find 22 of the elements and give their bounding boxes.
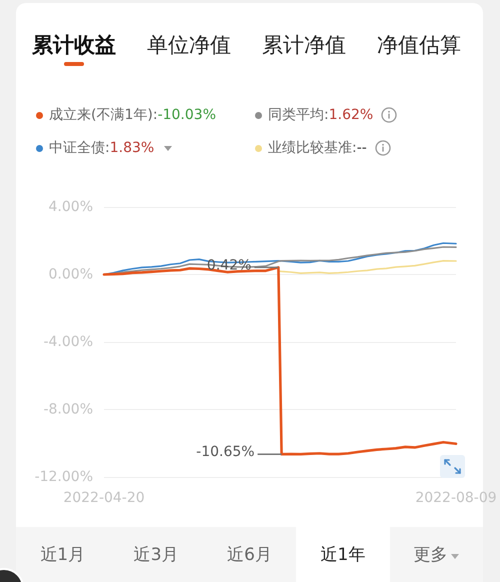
- legend-label: 同类平均:1.62%: [268, 106, 374, 124]
- legend-label: 中证全债:1.83%: [49, 139, 154, 157]
- legend-label: 成立来(不满1年):-10.03%: [49, 106, 216, 124]
- legend-label: 业绩比较基准:--: [268, 139, 367, 157]
- text: 更多: [413, 544, 448, 566]
- y-tick-label: -4.00%: [43, 334, 93, 350]
- annotation: -10.65%: [196, 444, 255, 460]
- x-tick-label: 2022-08-09: [415, 490, 497, 506]
- chart-title: 累计收益: [32, 32, 116, 59]
- x-tick-label: 2022-04-20: [63, 490, 145, 506]
- text: 近1月: [40, 544, 86, 566]
- y-tick-label: -12.00%: [34, 469, 93, 485]
- line-series: [278, 260, 457, 274]
- text: 单位净值: [147, 32, 231, 59]
- y-tick-label: 4.00%: [48, 199, 93, 215]
- text: 近1年: [320, 544, 366, 566]
- text: 近6月: [227, 544, 272, 566]
- y-tick-label: -8.00%: [43, 402, 93, 418]
- text: 近3月: [134, 544, 179, 566]
- text: 累计净值: [262, 32, 346, 59]
- y-tick-label: 0.00%: [48, 266, 93, 282]
- text: 净值估算: [377, 32, 461, 59]
